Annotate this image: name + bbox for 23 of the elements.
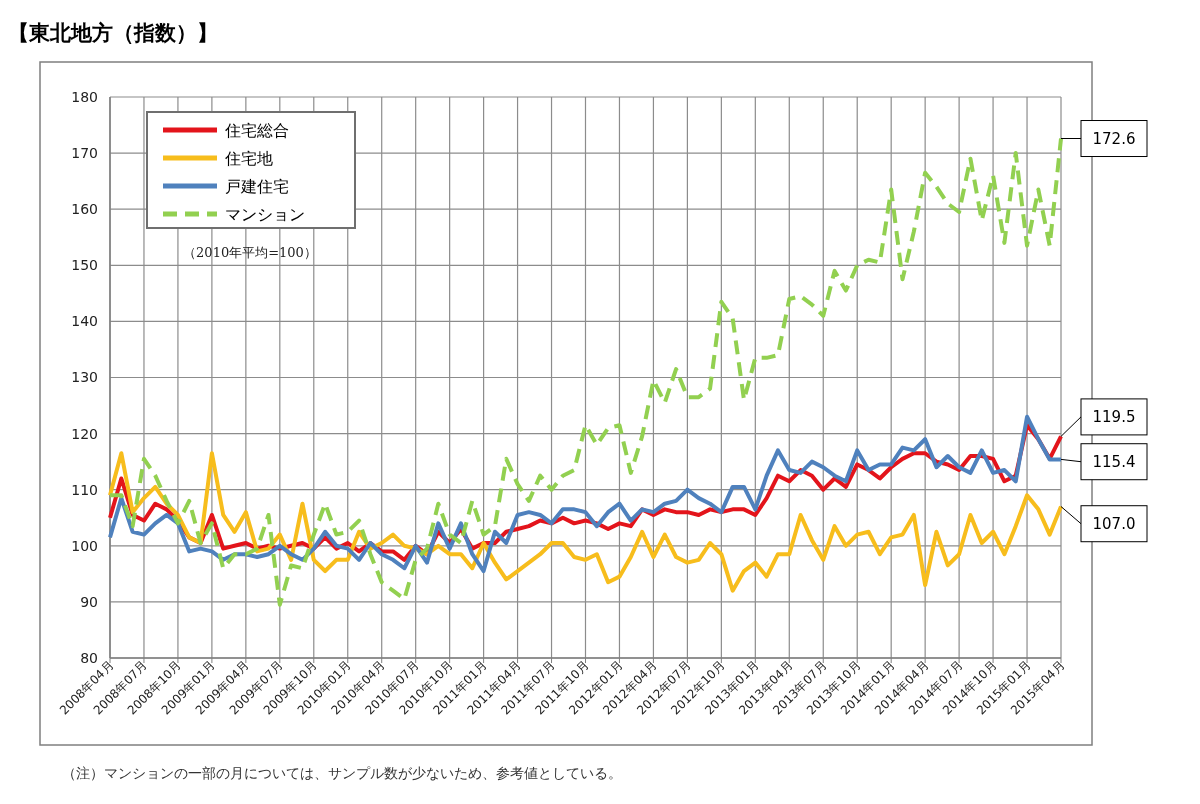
y-tick-label: 120: [71, 425, 98, 442]
legend-label: 住宅地: [224, 148, 273, 168]
annotation: （2010年平均=100）: [183, 244, 317, 260]
y-tick-label: 150: [71, 257, 98, 274]
text: （注）マンションの一部の月については、サンプル数が少ないため、参考値としている。: [62, 765, 622, 781]
legend-label: 戸建住宅: [225, 176, 289, 196]
chart-title: 【東北地方（指数）】: [8, 21, 218, 45]
annotation: 119.5: [1092, 408, 1136, 427]
legend-label: マンション: [225, 204, 305, 224]
y-tick-label: 160: [71, 201, 98, 218]
y-tick-label: 90: [80, 593, 98, 610]
y-tick-label: 170: [71, 145, 98, 161]
line-series: [108, 451, 1063, 593]
y-tick-label: 180: [71, 88, 98, 105]
y-tick-label: 100: [71, 537, 98, 554]
legend-label: 住宅総合: [224, 120, 289, 140]
y-tick-label: 80: [80, 649, 98, 666]
y-tick-label: 140: [71, 313, 98, 330]
y-tick-label: 110: [71, 481, 98, 498]
y-tick-label: 130: [71, 369, 98, 386]
annotation: 172.6: [1092, 129, 1136, 148]
annotation: 115.4: [1092, 452, 1136, 471]
annotation: 107.0: [1092, 514, 1136, 533]
